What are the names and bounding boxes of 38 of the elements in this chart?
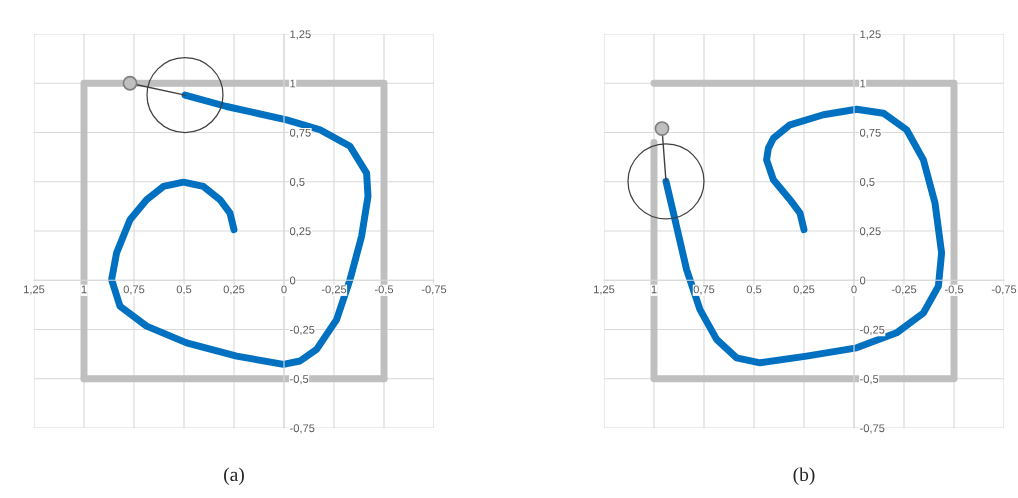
y-tick-label: 1,25 (290, 30, 311, 40)
x-tick-label: -0,75 (991, 285, 1017, 295)
y-tick-label: -0,75 (860, 424, 885, 434)
x-tick-label: 1 (81, 285, 87, 294)
y-tick-label: -0,5 (290, 375, 309, 385)
y-tick-label: 0,5 (859, 178, 875, 188)
x-tick-label: 1,25 (594, 285, 615, 295)
y-tick-label: 0,25 (859, 227, 881, 237)
x-tick-label: -0,25 (891, 285, 917, 295)
x-tick-label: 0,5 (176, 285, 192, 295)
y-tick-label: 0 (289, 276, 296, 285)
x-tick-label: -0,5 (944, 285, 964, 295)
x-tick-label: 0,75 (123, 285, 145, 295)
x-tick-label: -0,25 (321, 285, 347, 295)
text: (b) (793, 467, 815, 486)
x-tick-label: 0 (281, 285, 287, 294)
y-tick-label: 0,75 (859, 128, 881, 138)
y-tick-label: 1 (860, 79, 866, 88)
y-tick-label: -0,5 (860, 375, 879, 385)
y-tick-label: -0,25 (290, 325, 315, 335)
x-tick-label: 0,25 (793, 285, 815, 295)
y-tick-label: 0,5 (289, 178, 305, 188)
y-tick-label: 1,25 (860, 30, 881, 40)
y-tick-label: 0 (859, 276, 866, 285)
x-tick-label: 0,5 (746, 285, 762, 295)
text: (a) (224, 467, 244, 486)
x-tick-label: 0,25 (223, 285, 245, 295)
x-tick-label: -0,5 (374, 285, 394, 295)
y-tick-label: -0,25 (860, 325, 885, 335)
x-tick-label: 1 (651, 285, 657, 294)
y-tick-label: 0,25 (289, 227, 311, 237)
y-tick-label: 0,75 (289, 128, 311, 138)
x-tick-label: 1,25 (24, 285, 45, 295)
y-tick-label: -0,75 (290, 424, 315, 434)
x-tick-label: 0 (851, 285, 857, 294)
y-tick-label: 1 (290, 79, 296, 88)
x-tick-label: -0,75 (421, 285, 447, 295)
x-tick-label: 0,75 (693, 285, 715, 295)
